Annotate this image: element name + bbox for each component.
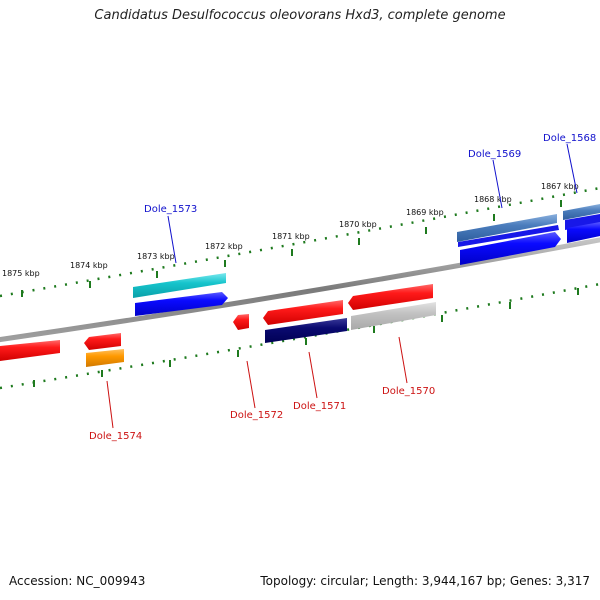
accession-text: Accession: NC_009943: [9, 574, 146, 588]
gene-dole-1574-orange[interactable]: [86, 349, 124, 367]
forward-genes: [133, 204, 600, 316]
kbp-label: 1872 kbp: [205, 242, 243, 251]
kbp-label: 1869 kbp: [406, 208, 444, 217]
gene-dole-1572[interactable]: [233, 314, 249, 330]
leader-lines-bottom: [106, 336, 408, 429]
gene-label-dole-1569[interactable]: Dole_1569: [468, 149, 521, 160]
kbp-label: 1870 kbp: [339, 220, 377, 229]
leader-lines-top: [167, 143, 578, 264]
gene-red-left[interactable]: [0, 340, 60, 361]
gene-label-dole-1572[interactable]: Dole_1572: [230, 410, 283, 421]
gene-steel[interactable]: [457, 214, 557, 242]
gene-blue-lane2[interactable]: [460, 232, 561, 265]
gene-dole-1569[interactable]: [458, 225, 559, 247]
gene-label-dole-1568[interactable]: Dole_1568: [543, 133, 596, 144]
gene-dole-1574[interactable]: [84, 333, 121, 350]
kbp-label: 1874 kbp: [70, 261, 108, 270]
genome-summary-text: Topology: circular; Length: 3,944,167 bp…: [260, 574, 590, 588]
genome-backbone: [0, 237, 600, 343]
gene-dole-1573[interactable]: [133, 273, 226, 298]
gene-dole-1570[interactable]: [351, 302, 436, 330]
gene-label-dole-1570[interactable]: Dole_1570: [382, 386, 435, 397]
gene-label-dole-1571[interactable]: Dole_1571: [293, 401, 346, 412]
kbp-label: 1875 kbp: [2, 269, 40, 278]
gene-blue-right[interactable]: [567, 222, 600, 243]
gene-steel-right[interactable]: [563, 204, 600, 220]
gene-dole-1571[interactable]: [263, 300, 343, 325]
reverse-genes: [0, 284, 436, 367]
gene-label-dole-1574[interactable]: Dole_1574: [89, 431, 142, 442]
gene-dole-1568[interactable]: [565, 214, 600, 230]
gene-navy[interactable]: [265, 318, 347, 343]
kbp-labels: 1875 kbp 1874 kbp 1873 kbp 1872 kbp 1871…: [2, 182, 579, 278]
kbp-label: 1871 kbp: [272, 232, 310, 241]
major-ticks-inner: [33, 288, 579, 387]
genome-title: Candidatus Desulfococcus oleovorans Hxd3…: [94, 8, 506, 23]
kbp-label: 1867 kbp: [541, 182, 579, 191]
kbp-label: 1868 kbp: [474, 195, 512, 204]
major-ticks-outer: [21, 200, 562, 297]
gene-dole-1573-lane2[interactable]: [135, 292, 228, 316]
gene-dole-1570-red[interactable]: [348, 284, 433, 310]
gene-label-dole-1573[interactable]: Dole_1573: [144, 204, 197, 215]
kbp-label: 1873 kbp: [137, 252, 175, 261]
